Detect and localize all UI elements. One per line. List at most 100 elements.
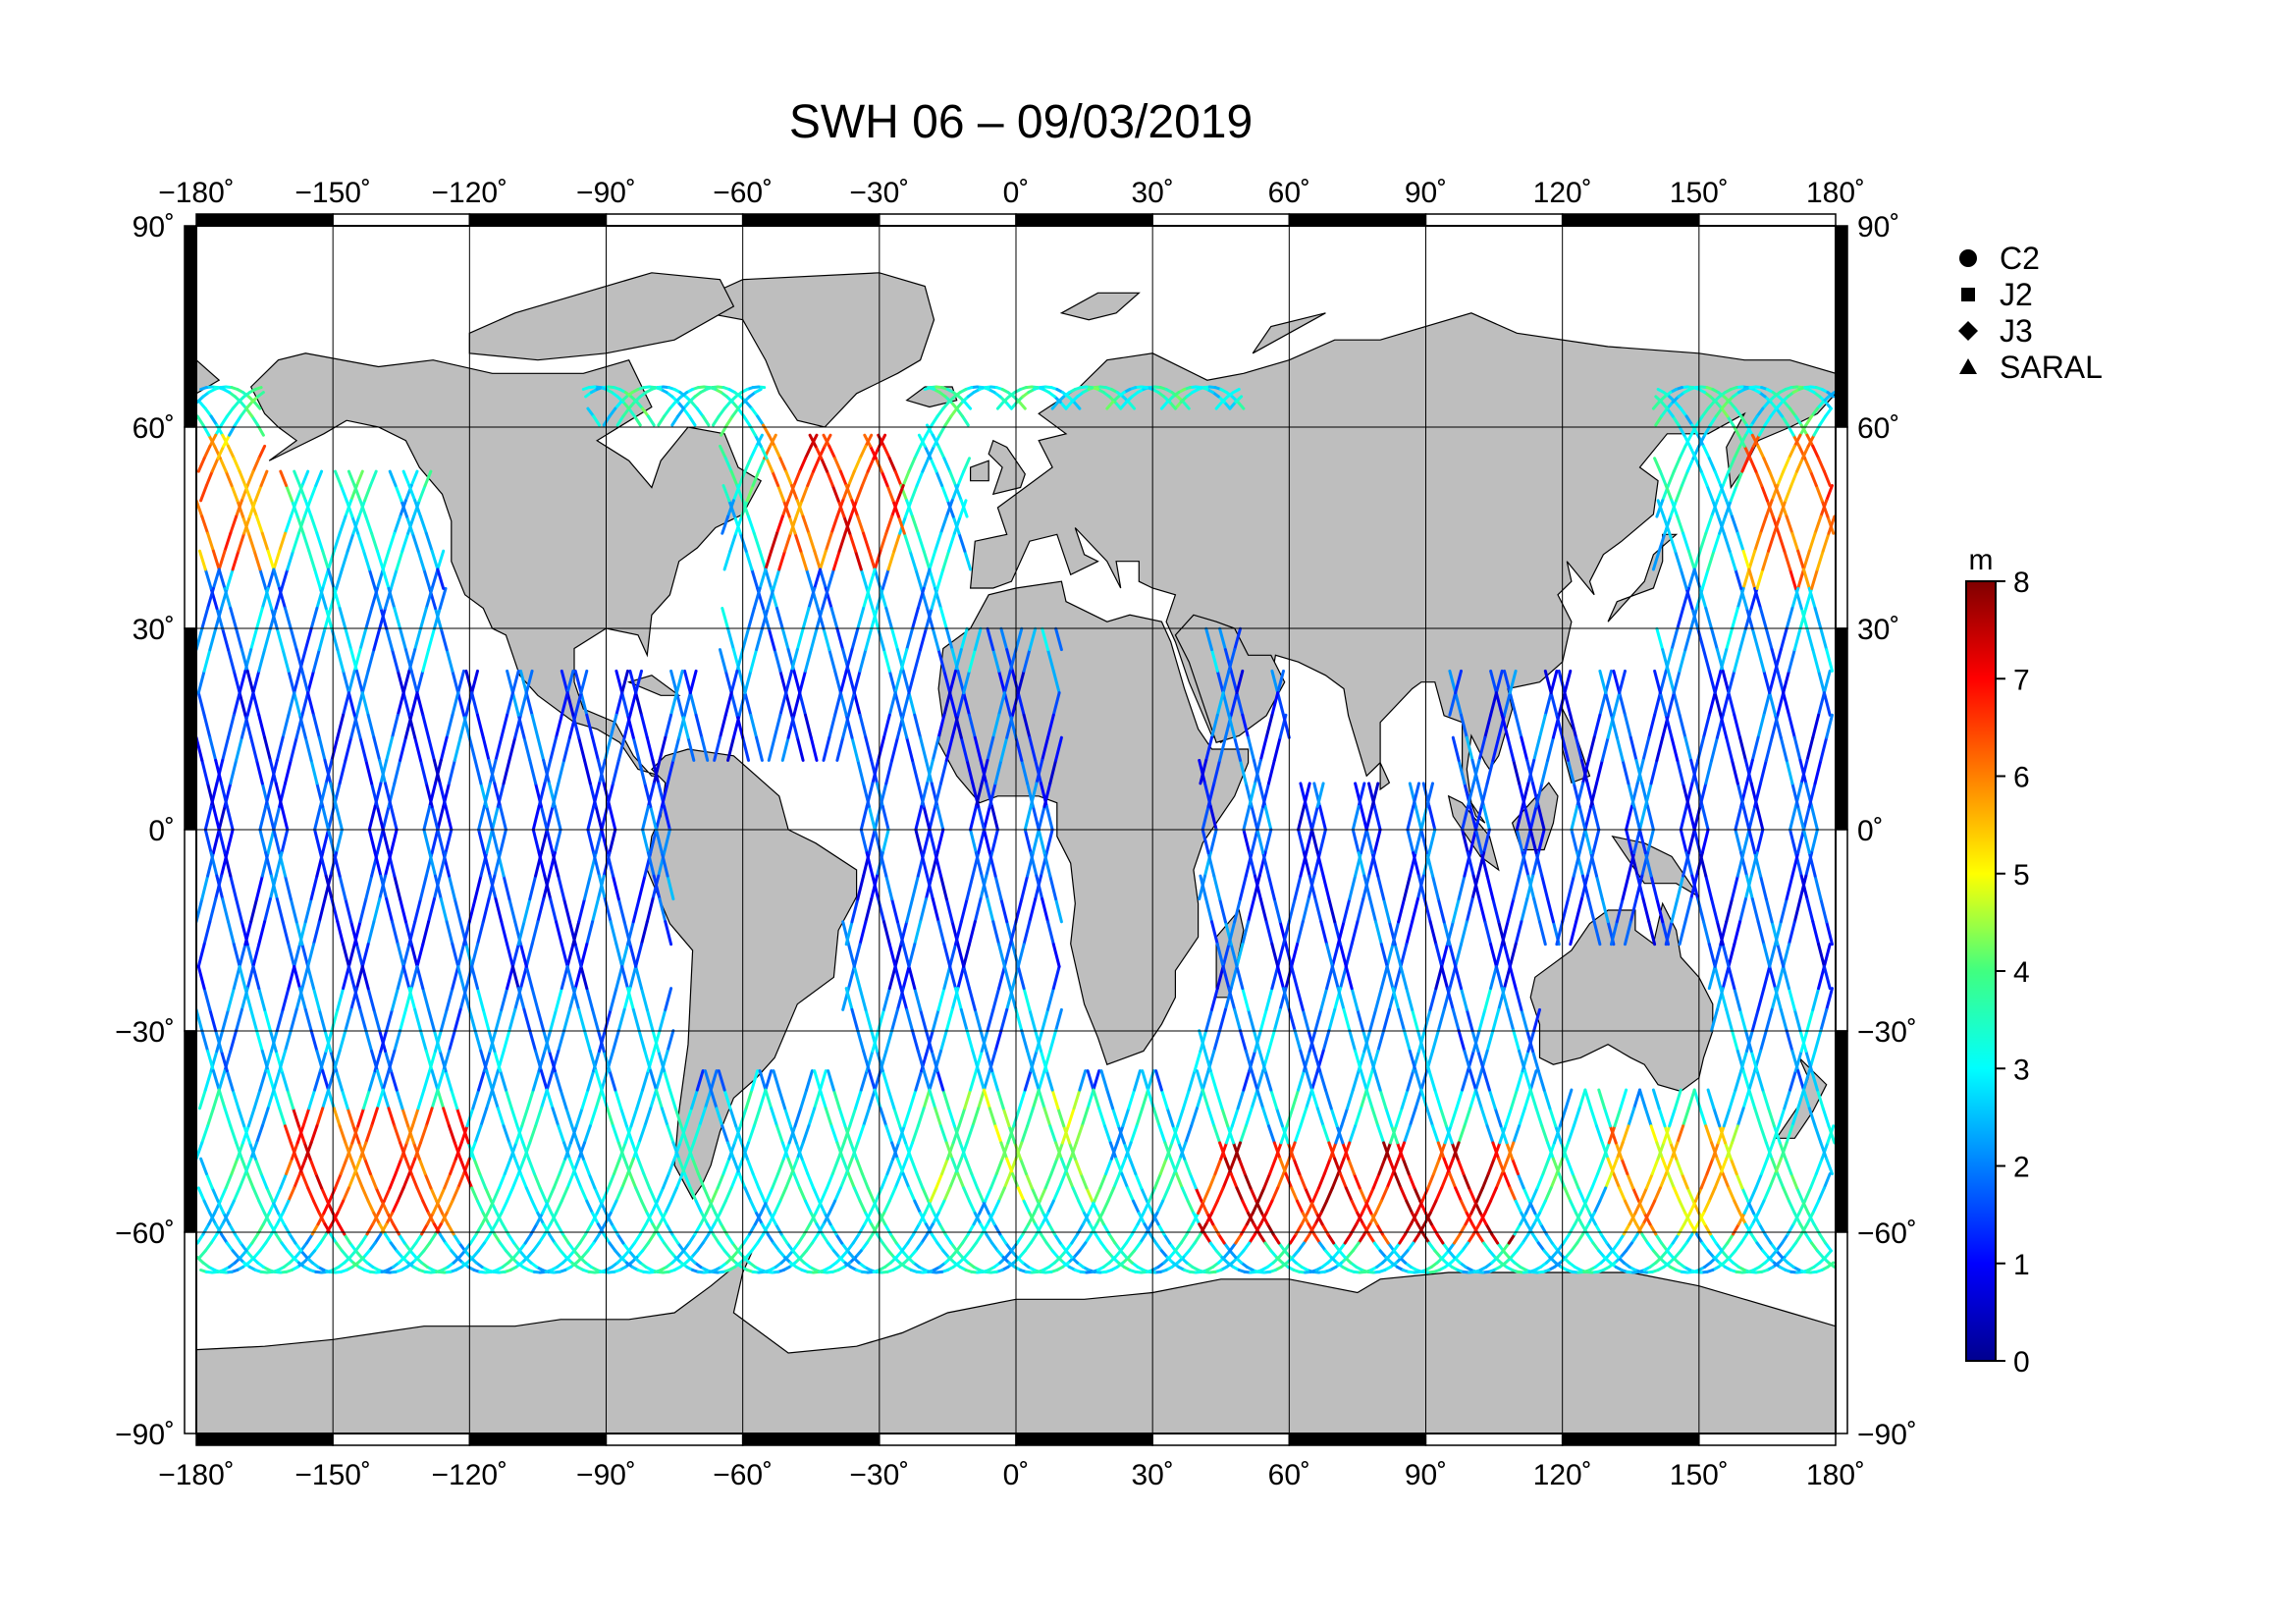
track-segment-10 — [245, 1172, 255, 1190]
track-segment-16 — [728, 531, 738, 553]
track-segment-10 — [729, 469, 739, 487]
track-segment-19 — [971, 1107, 981, 1128]
track-segment-19 — [772, 1069, 781, 1092]
track-segment-18 — [578, 1232, 588, 1245]
land-greenland — [681, 272, 935, 428]
track-segment-18 — [641, 1069, 650, 1092]
track-segment-3 — [272, 828, 282, 855]
track-segment-0 — [251, 669, 261, 695]
track-segment-8 — [1750, 897, 1760, 924]
track-segment-15 — [606, 851, 614, 878]
track-segment-3 — [562, 1007, 571, 1033]
track-segment-17 — [655, 828, 664, 855]
track-segment-6 — [1707, 943, 1717, 968]
track-segment-13 — [227, 713, 236, 739]
track-segment-16 — [427, 1212, 436, 1226]
track-segment-1 — [530, 920, 540, 947]
track-segment-12 — [494, 1007, 504, 1033]
track-segment-7 — [655, 1069, 664, 1092]
track-segment-1 — [553, 828, 562, 855]
track-segment-8 — [726, 626, 735, 652]
track-segment-10 — [473, 874, 483, 901]
track-segment-18 — [413, 1007, 422, 1033]
track-segment-17 — [956, 964, 966, 991]
track-segment-17 — [347, 669, 356, 695]
track-segment-11 — [764, 1069, 774, 1092]
track-segment-12 — [551, 782, 561, 808]
track-segment-19 — [977, 1088, 986, 1110]
track-segment-9 — [1825, 484, 1834, 503]
track-segment-7 — [1776, 469, 1786, 487]
track-segment-1 — [343, 1232, 352, 1245]
track-segment-9 — [436, 828, 446, 855]
track-segment-14 — [571, 920, 581, 947]
track-segment-12 — [329, 1232, 339, 1245]
track-segment-19 — [419, 607, 428, 630]
track-segment-9 — [1796, 568, 1805, 590]
track-segment-17 — [393, 514, 402, 535]
track-segment-11 — [485, 804, 494, 832]
track-segment-17 — [660, 851, 669, 878]
track-segment-7 — [295, 514, 305, 535]
track-segment-12 — [778, 457, 788, 473]
track-segment-7 — [1702, 713, 1711, 739]
track-segment-15 — [691, 1157, 700, 1175]
track-segment-2 — [346, 531, 355, 553]
track-segment-13 — [585, 987, 595, 1011]
track-segment-20 — [496, 1107, 506, 1128]
track-segment-7 — [244, 406, 254, 418]
track-segment-5 — [344, 897, 353, 924]
track-segment-1 — [211, 804, 221, 832]
track-segment-18 — [1022, 713, 1032, 739]
track-segment-13 — [573, 943, 583, 968]
track-segment-14 — [498, 1172, 507, 1190]
track-segment-7 — [342, 669, 350, 695]
track-segment-16 — [683, 691, 692, 717]
track-segment-12 — [431, 1199, 441, 1216]
track-segment-3 — [539, 1088, 549, 1110]
track-segment-2 — [1781, 1232, 1789, 1245]
track-segment-13 — [260, 586, 270, 610]
track-segment-3 — [482, 1232, 492, 1245]
track-segment-3 — [227, 648, 236, 673]
track-segment-19 — [391, 713, 400, 739]
track-segment-11 — [559, 1088, 568, 1110]
track-segment-13 — [778, 1186, 788, 1203]
track-segment-7 — [352, 713, 362, 739]
track-segment-0 — [235, 735, 243, 762]
track-segment-14 — [366, 1199, 376, 1216]
track-segment-1 — [280, 1069, 290, 1092]
track-segment-7 — [427, 1007, 436, 1033]
track-segment-17 — [751, 1172, 761, 1190]
track-segment-15 — [645, 1007, 655, 1033]
track-segment-12 — [847, 669, 856, 695]
track-segment-20 — [507, 1141, 517, 1161]
track-segment-14 — [616, 735, 626, 762]
track-segment-15 — [667, 1088, 677, 1110]
track-segment-10 — [235, 1141, 243, 1161]
land-arabia — [1174, 614, 1286, 743]
track-segment-0 — [1624, 1199, 1632, 1216]
track-segment-9 — [350, 514, 360, 535]
track-segment-7 — [415, 964, 425, 991]
track-segment-18 — [783, 531, 792, 553]
track-segment-5 — [417, 1157, 427, 1175]
track-segment-14 — [384, 1232, 393, 1245]
track-segment-16 — [962, 691, 971, 717]
track-segment-19 — [413, 626, 422, 652]
track-segment-16 — [444, 1241, 454, 1253]
track-segment-10 — [211, 1069, 221, 1092]
track-segment-2 — [368, 469, 378, 487]
track-segment-16 — [968, 713, 977, 739]
track-segment-5 — [452, 1232, 461, 1245]
track-segment-0 — [1720, 1241, 1730, 1253]
track-segment-20 — [524, 1186, 534, 1203]
track-segment-0 — [1777, 1107, 1787, 1128]
track-segment-2 — [232, 964, 241, 991]
track-segment-0 — [245, 691, 255, 717]
track-segment-17 — [717, 1069, 726, 1092]
track-segment-12 — [209, 851, 219, 878]
track-segment-19 — [424, 586, 434, 610]
track-segment-13 — [278, 531, 287, 553]
track-segment-2 — [1678, 1199, 1687, 1216]
